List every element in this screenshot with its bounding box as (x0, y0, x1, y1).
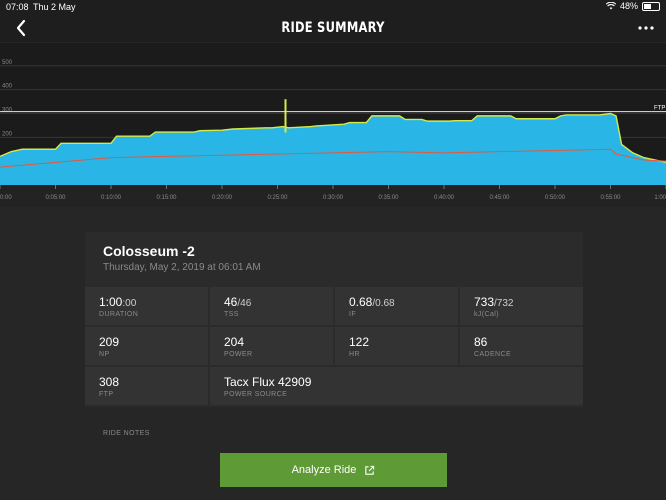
analyze-ride-label: Analyze Ride (291, 464, 357, 476)
x-tick-label: 0:30:00 (323, 195, 344, 201)
x-axis-strip (0, 185, 666, 207)
x-tick-label: 0:00 (0, 195, 12, 201)
power-line (0, 112, 666, 164)
status-right: 48% (605, 1, 660, 11)
stat-label: kJ(Cal) (474, 311, 499, 318)
stat-value: 733 (474, 295, 495, 309)
stat-kj: 733/732 kJ(Cal) (460, 287, 583, 325)
x-tick-label: 1:00 (654, 195, 666, 201)
status-time: 07:08 (6, 2, 29, 12)
ftp-label: FTP (654, 106, 665, 112)
stat-value: 308 (99, 375, 120, 389)
stat-value: 46 (224, 295, 238, 309)
y-tick-label: 200 (2, 131, 13, 137)
x-tick-label: 0:05:00 (45, 195, 66, 201)
nav-bar: RIDE SUMMARY (0, 14, 666, 42)
y-tick-label: 400 (2, 84, 13, 90)
stat-label: HR (349, 351, 360, 358)
battery-percent: 48% (619, 1, 638, 11)
x-tick-label: 0:55:00 (600, 195, 621, 201)
stat-duration: 1:00:00 DURATION (85, 287, 208, 325)
stat-value: 86 (474, 335, 488, 349)
stat-power: 204 POWER (210, 327, 333, 365)
stat-sub: /46 (237, 298, 252, 309)
stat-sub: /732 (494, 298, 514, 309)
stat-label: POWER (224, 351, 253, 358)
stat-hr: 122 HR (335, 327, 458, 365)
stats-grid: 1:00:00 DURATION 46/46 TSS 0.68/0.68 IF 733… (85, 287, 583, 405)
x-tick-label: 0:20:00 (212, 195, 233, 201)
x-tick-label: 0:35:00 (378, 195, 399, 201)
power-chart: 600500400300200FTP0:000:05:000:10:000:15… (0, 42, 666, 207)
wifi-icon (605, 2, 616, 10)
stat-cadence: 86 CADENCE (460, 327, 583, 365)
x-tick-label: 0:50:00 (545, 195, 566, 201)
stat-label: IF (349, 311, 357, 318)
ride-notes-label: RIDE NOTES (103, 430, 150, 437)
stat-value: Tacx Flux 42909 (224, 375, 312, 389)
stat-value: 1:00 (99, 295, 123, 309)
ride-title: Colosseum -2 (103, 243, 195, 259)
y-tick-label: 300 (2, 108, 13, 114)
power-chart-svg: 600500400300200FTP0:000:05:000:10:000:15… (0, 42, 666, 207)
x-tick-label: 0:15:00 (156, 195, 177, 201)
stat-label: TSS (224, 311, 239, 318)
stat-label: POWER SOURCE (224, 391, 288, 398)
y-tick-label: 500 (2, 60, 13, 66)
hr-line (0, 148, 666, 168)
x-tick-label: 0:40:00 (434, 195, 455, 201)
stat-value: 0.68 (349, 295, 373, 309)
ride-date: Thursday, May 2, 2019 at 06:01 AM (103, 262, 261, 273)
stat-ftp: 308 FTP (85, 367, 208, 405)
stat-value: 122 (349, 335, 370, 349)
stat-value: 209 (99, 335, 120, 349)
power-area (0, 113, 666, 185)
stat-label: DURATION (99, 311, 139, 318)
x-tick-label: 0:25:00 (267, 195, 288, 201)
more-dots-icon[interactable] (636, 18, 656, 38)
stat-value: 204 (224, 335, 245, 349)
stat-np: 209 NP (85, 327, 208, 365)
stat-if: 0.68/0.68 IF (335, 287, 458, 325)
x-tick-label: 0:45:00 (489, 195, 510, 201)
stat-label: NP (99, 351, 110, 358)
status-bar: 07:08 Thu 2 May 48% (0, 0, 666, 14)
stat-power-source: Tacx Flux 42909 POWER SOURCE (210, 367, 583, 405)
battery-icon (642, 1, 660, 11)
status-date: Thu 2 May (33, 2, 76, 12)
x-tick-label: 0:10:00 (101, 195, 122, 201)
chevron-left-icon[interactable] (12, 18, 32, 38)
page-title: RIDE SUMMARY (281, 20, 385, 36)
stat-label: CADENCE (474, 351, 512, 358)
stat-sub: :00 (122, 298, 137, 309)
stat-label: FTP (99, 391, 114, 398)
analyze-ride-button[interactable]: Analyze Ride (220, 453, 447, 487)
external-link-icon (365, 465, 375, 475)
stat-tss: 46/46 TSS (210, 287, 333, 325)
stat-sub: /0.68 (372, 298, 395, 309)
